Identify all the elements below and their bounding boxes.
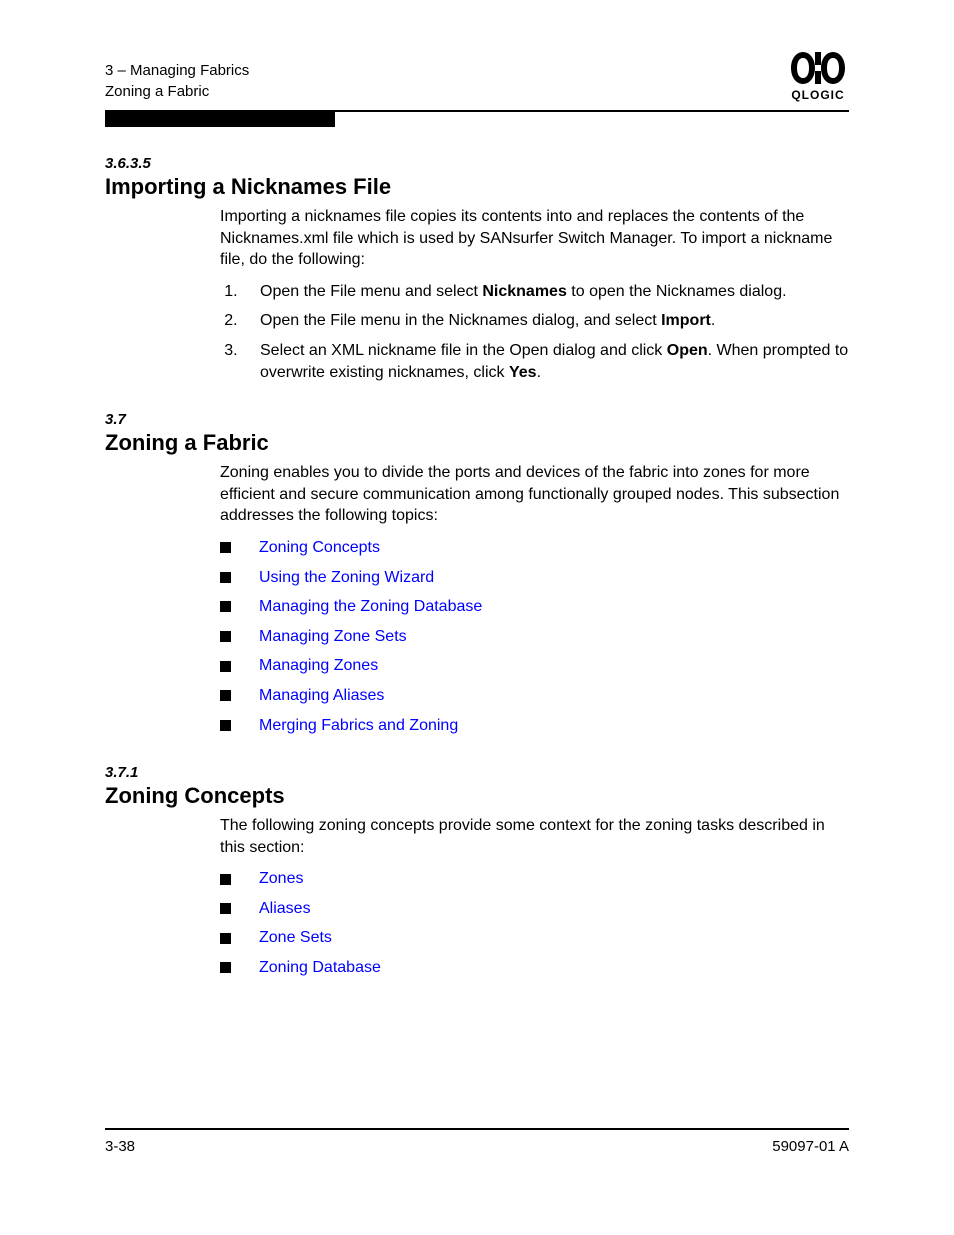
cross-reference-link[interactable]: Zone Sets	[259, 927, 332, 949]
square-bullet-icon	[220, 631, 231, 642]
brand-logo: QLOGIC	[787, 50, 849, 102]
bullet-item: Zone Sets	[220, 927, 849, 949]
bullet-item: Managing Zones	[220, 655, 849, 677]
step-item: Select an XML nickname file in the Open …	[242, 340, 849, 383]
cross-reference-link[interactable]: Managing Aliases	[259, 685, 384, 707]
bullet-item: Aliases	[220, 898, 849, 920]
bullet-list: Zones Aliases Zone Sets Zoning Database	[220, 868, 849, 978]
bullet-item: Using the Zoning Wizard	[220, 567, 849, 589]
bullet-item: Managing Aliases	[220, 685, 849, 707]
section-number: 3.6.3.5	[105, 155, 849, 172]
square-bullet-icon	[220, 933, 231, 944]
section-number: 3.7	[105, 411, 849, 428]
header-section: Zoning a Fabric	[105, 81, 249, 102]
ordered-steps: Open the File menu and select Nicknames …	[220, 281, 849, 383]
section-body: The following zoning concepts provide so…	[220, 815, 849, 979]
bullet-item: Managing Zone Sets	[220, 626, 849, 648]
square-bullet-icon	[220, 542, 231, 553]
bullet-item: Zoning Database	[220, 957, 849, 979]
cross-reference-link[interactable]: Merging Fabrics and Zoning	[259, 715, 458, 737]
black-accent-bar	[105, 112, 335, 127]
section-body: Zoning enables you to divide the ports a…	[220, 462, 849, 736]
bullet-list: Zoning Concepts Using the Zoning Wizard Ma…	[220, 537, 849, 736]
cross-reference-link[interactable]: Using the Zoning Wizard	[259, 567, 434, 589]
paragraph: Importing a nicknames file copies its co…	[220, 206, 849, 271]
document-id: 59097-01 A	[772, 1138, 849, 1155]
cross-reference-link[interactable]: Managing Zone Sets	[259, 626, 407, 648]
footer-rule	[105, 1128, 849, 1130]
page-number: 3-38	[105, 1138, 135, 1155]
bullet-item: Merging Fabrics and Zoning	[220, 715, 849, 737]
bullet-item: Zones	[220, 868, 849, 890]
header-text-block: 3 – Managing Fabrics Zoning a Fabric	[105, 60, 249, 102]
square-bullet-icon	[220, 874, 231, 885]
square-bullet-icon	[220, 572, 231, 583]
square-bullet-icon	[220, 903, 231, 914]
paragraph: Zoning enables you to divide the ports a…	[220, 462, 849, 527]
paragraph: The following zoning concepts provide so…	[220, 815, 849, 858]
section-title: Importing a Nicknames File	[105, 174, 849, 200]
cross-reference-link[interactable]: Aliases	[259, 898, 311, 920]
square-bullet-icon	[220, 601, 231, 612]
qlogic-logo-icon	[787, 50, 849, 86]
section-number: 3.7.1	[105, 764, 849, 781]
running-header: 3 – Managing Fabrics Zoning a Fabric QLO…	[105, 60, 849, 102]
cross-reference-link[interactable]: Zoning Database	[259, 957, 381, 979]
step-item: Open the File menu in the Nicknames dial…	[242, 310, 849, 332]
section-title: Zoning Concepts	[105, 783, 849, 809]
square-bullet-icon	[220, 690, 231, 701]
brand-name: QLOGIC	[787, 88, 849, 102]
bullet-item: Zoning Concepts	[220, 537, 849, 559]
header-chapter: 3 – Managing Fabrics	[105, 60, 249, 81]
section-title: Zoning a Fabric	[105, 430, 849, 456]
step-item: Open the File menu and select Nicknames …	[242, 281, 849, 303]
cross-reference-link[interactable]: Zones	[259, 868, 303, 890]
page-footer: 3-38 59097-01 A	[105, 1120, 849, 1155]
cross-reference-link[interactable]: Managing the Zoning Database	[259, 596, 482, 618]
bullet-item: Managing the Zoning Database	[220, 596, 849, 618]
cross-reference-link[interactable]: Managing Zones	[259, 655, 378, 677]
square-bullet-icon	[220, 661, 231, 672]
section-body: Importing a nicknames file copies its co…	[220, 206, 849, 383]
square-bullet-icon	[220, 962, 231, 973]
document-page: 3 – Managing Fabrics Zoning a Fabric QLO…	[0, 0, 954, 1235]
square-bullet-icon	[220, 720, 231, 731]
cross-reference-link[interactable]: Zoning Concepts	[259, 537, 380, 559]
